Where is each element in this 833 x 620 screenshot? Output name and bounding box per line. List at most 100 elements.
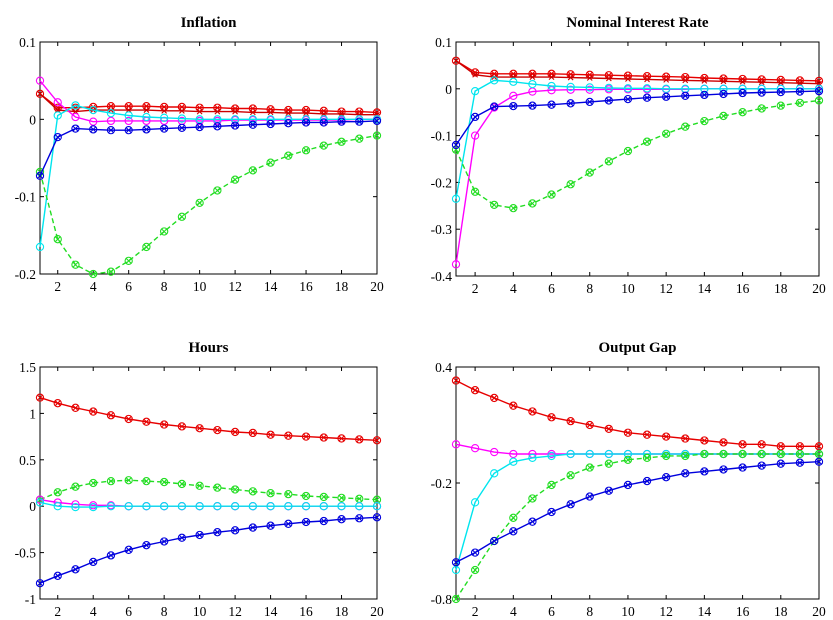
- marker-circle: [301, 432, 311, 441]
- marker-circle: [566, 471, 575, 480]
- y-tick-label: 0: [445, 82, 452, 97]
- x-tick-label: 2: [472, 281, 479, 296]
- marker-circle: [585, 83, 594, 92]
- marker-x: [356, 436, 363, 443]
- marker-circle: [776, 449, 785, 459]
- marker-x: [303, 147, 309, 154]
- marker-x: [586, 464, 593, 471]
- data-point: [230, 175, 240, 184]
- marker-circle: [35, 498, 45, 507]
- marker-circle: [319, 502, 328, 511]
- series-5: [451, 96, 824, 213]
- x-tick-label: 12: [228, 604, 242, 619]
- marker-circle: [776, 101, 785, 110]
- data-point: [124, 126, 133, 135]
- marker-x: [267, 159, 274, 166]
- series-line: [39, 516, 378, 584]
- marker-circle: [106, 126, 116, 135]
- data-point: [681, 434, 690, 443]
- marker-circle: [719, 438, 728, 447]
- marker-circle: [195, 530, 204, 540]
- marker-x: [586, 493, 593, 500]
- data-point: [89, 557, 98, 567]
- data-point: [337, 115, 346, 124]
- marker-x: [625, 482, 631, 488]
- marker-circle: [509, 77, 518, 86]
- marker-circle: [284, 489, 293, 499]
- data-point: [319, 118, 328, 127]
- marker-x: [797, 443, 803, 450]
- x-tick-label: 14: [698, 604, 712, 619]
- data-point: [106, 476, 116, 486]
- data-point: [89, 502, 98, 512]
- marker-circle: [719, 111, 728, 121]
- marker-circle: [719, 465, 728, 474]
- marker-circle: [738, 463, 747, 472]
- marker-circle: [301, 146, 311, 155]
- marker-x: [644, 478, 650, 484]
- marker-x: [108, 552, 114, 559]
- marker-circle: [124, 414, 133, 424]
- marker-circle: [230, 485, 240, 494]
- x-tick-label: 8: [586, 281, 593, 296]
- series-line: [455, 379, 819, 447]
- marker-x: [285, 110, 292, 117]
- marker-circle: [337, 434, 346, 443]
- marker-circle: [230, 115, 240, 124]
- marker-x: [758, 105, 765, 112]
- marker-x: [72, 404, 79, 411]
- marker-circle: [355, 514, 364, 523]
- marker-circle: [604, 459, 613, 468]
- marker-circle: [470, 386, 480, 395]
- marker-circle: [106, 267, 116, 276]
- marker-x: [356, 515, 363, 522]
- data-point: [177, 479, 187, 489]
- data-point: [528, 199, 537, 208]
- data-point: [71, 124, 80, 133]
- data-point: [106, 411, 116, 420]
- marker-circle: [757, 104, 766, 113]
- y-tick-label: 0.5: [19, 453, 36, 468]
- data-point: [142, 417, 151, 426]
- marker-x: [663, 93, 670, 100]
- marker-x: [586, 75, 593, 81]
- marker-x: [214, 108, 221, 115]
- data-point: [124, 414, 133, 424]
- data-point: [470, 86, 480, 96]
- marker-x: [491, 395, 498, 401]
- data-point: [301, 118, 311, 127]
- x-tick-label: 12: [228, 279, 242, 294]
- data-point: [89, 125, 98, 134]
- marker-x: [196, 108, 203, 115]
- marker-circle: [142, 541, 151, 550]
- marker-x: [285, 520, 292, 527]
- marker-x: [739, 109, 746, 116]
- marker-circle: [319, 516, 328, 526]
- data-point: [451, 440, 461, 449]
- marker-circle: [662, 432, 671, 441]
- marker-x: [214, 123, 221, 130]
- marker-circle: [53, 111, 62, 120]
- marker-circle: [700, 449, 709, 459]
- marker-x: [161, 538, 168, 545]
- marker-x: [663, 130, 670, 137]
- data-point: [470, 187, 480, 196]
- marker-circle: [266, 158, 275, 167]
- series-1: [451, 376, 824, 451]
- marker-circle: [160, 477, 169, 487]
- marker-circle: [301, 118, 311, 127]
- marker-x: [777, 89, 784, 95]
- data-point: [470, 131, 480, 140]
- marker-circle: [738, 449, 747, 459]
- data-point: [195, 502, 204, 511]
- series-line: [39, 479, 378, 501]
- data-point: [795, 98, 805, 107]
- data-point: [177, 114, 187, 123]
- marker-circle: [372, 513, 382, 522]
- marker-x: [267, 431, 274, 438]
- marker-x: [285, 491, 292, 498]
- marker-circle: [700, 90, 709, 100]
- data-point: [71, 403, 80, 412]
- data-point: [266, 521, 275, 530]
- marker-circle: [124, 502, 133, 511]
